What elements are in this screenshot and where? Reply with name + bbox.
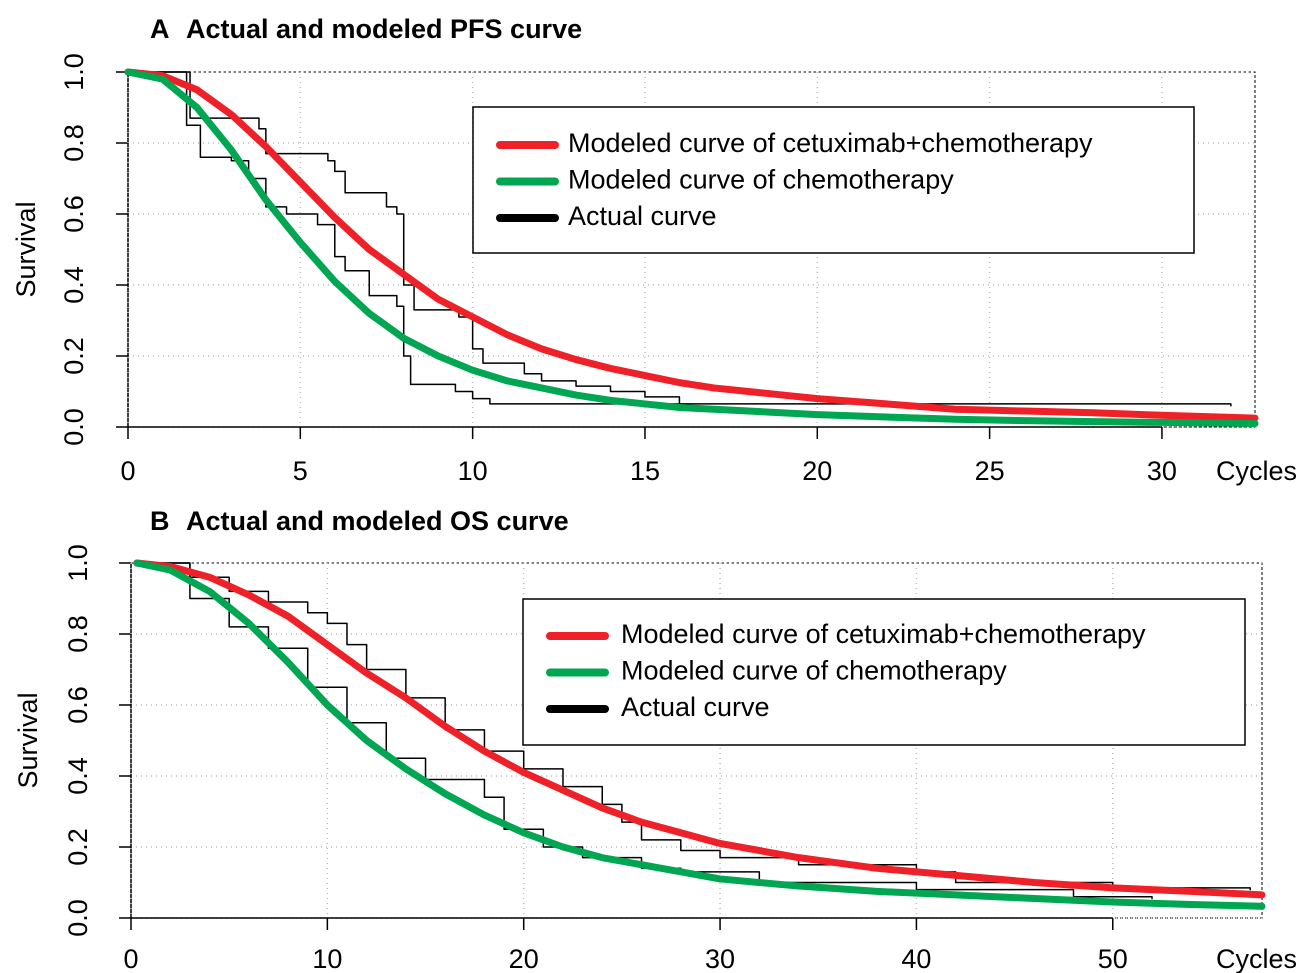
x-tick-label: 30 [705, 944, 735, 973]
y-tick-label: 0.0 [59, 408, 89, 446]
y-tick-label: 0.2 [63, 828, 93, 866]
y-tick-label: 0.4 [63, 757, 93, 795]
panel-letter: A [150, 14, 170, 44]
x-tick-label: 0 [123, 944, 138, 973]
y-tick-label: 0.8 [59, 124, 89, 162]
x-tick-label: 10 [312, 944, 342, 973]
legend-box [522, 598, 1246, 746]
y-tick-label: 1.0 [63, 544, 93, 582]
series-line [124, 68, 1259, 427]
x-tick-label: 40 [901, 944, 931, 973]
chart-title: Actual and modeled OS curve [186, 506, 569, 536]
series-line [133, 559, 1266, 899]
y-axis-label: Survival [11, 201, 41, 297]
x-tick-label: 20 [802, 456, 832, 486]
legend-label: Modeled curve of chemotherapy [568, 165, 954, 195]
legend-label: Actual curve [621, 692, 770, 722]
panel-letter: B [150, 506, 170, 536]
x-tick-label: 10 [458, 456, 488, 486]
y-tick-label: 0.6 [63, 686, 93, 724]
x-tick-label: 15 [630, 456, 660, 486]
chart-title: Actual and modeled PFS curve [186, 14, 582, 44]
y-axis-label: Survival [13, 692, 43, 788]
x-axis-label: Cycles [1216, 456, 1297, 486]
legend-box [472, 106, 1195, 254]
x-tick-label: 30 [1147, 456, 1177, 486]
x-tick-label: 25 [975, 456, 1005, 486]
series-line [127, 71, 681, 407]
x-tick-label: 0 [120, 456, 135, 486]
legend-label: Modeled curve of cetuximab+chemotherapy [568, 128, 1093, 158]
legend-label: Modeled curve of chemotherapy [621, 656, 1007, 686]
y-tick-label: 0.6 [59, 195, 89, 233]
y-tick-label: 0.2 [59, 337, 89, 375]
series-line [133, 559, 1266, 910]
y-tick-label: 0.8 [63, 615, 93, 653]
x-tick-label: 50 [1098, 944, 1128, 973]
x-tick-label: 20 [509, 944, 539, 973]
y-tick-label: 1.0 [59, 53, 89, 91]
x-tick-label: 5 [293, 456, 308, 486]
legend-label: Modeled curve of cetuximab+chemotherapy [621, 619, 1146, 649]
series-line [127, 71, 1232, 407]
y-tick-label: 0.0 [63, 899, 93, 937]
series-line [124, 68, 1259, 422]
y-tick-label: 0.4 [59, 266, 89, 304]
x-axis-label: Cycles [1216, 944, 1297, 973]
legend-label: Actual curve [568, 201, 717, 231]
